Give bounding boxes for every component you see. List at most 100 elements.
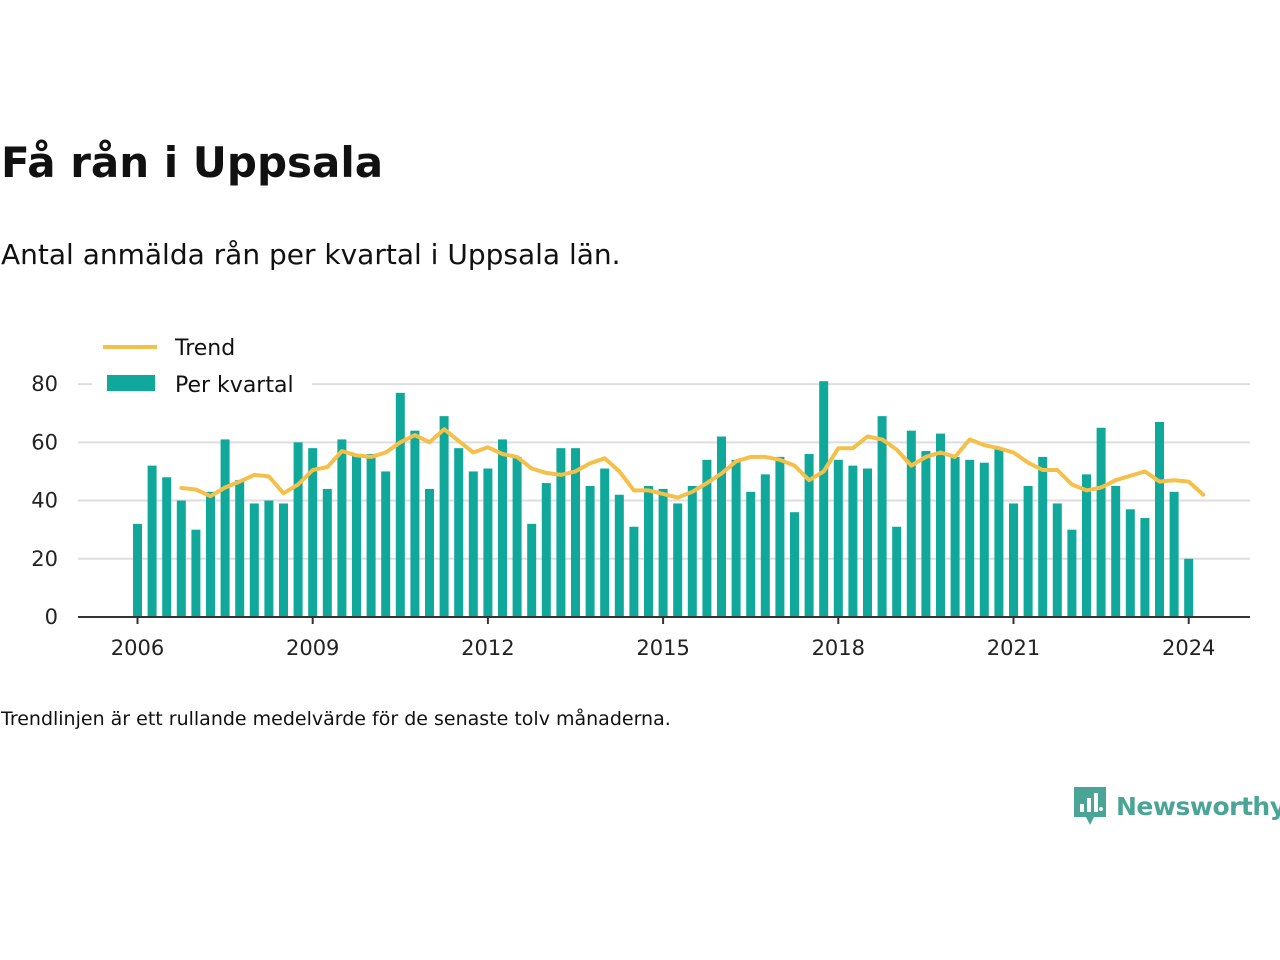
bar: [425, 488, 434, 617]
bar: [1023, 486, 1033, 617]
legend: Trend Per kvartal: [92, 328, 312, 408]
bar: [731, 459, 741, 617]
bar: [1038, 456, 1048, 617]
bar: [746, 491, 756, 617]
bar: [498, 439, 507, 617]
chart: 0 20 40 60 80 2006 2009 2012 2015 2018 2021 2024 Tr…: [31, 328, 1250, 660]
axes: 0 20 40 60 80 2006 2009 2012 2015 2018 2021 2024: [31, 372, 1250, 660]
bar: [133, 523, 142, 617]
bar: [717, 436, 726, 617]
x-tick-label: 2009: [286, 636, 339, 660]
bar: [308, 448, 318, 617]
bar: [556, 448, 566, 617]
trend-line: [179, 427, 1206, 500]
footnote: Trendlinjen är ett rullande medelvärde f…: [1, 708, 671, 730]
chart-subtitle: Antal anmälda rån per kvartal i Uppsala …: [1, 238, 621, 271]
bar: [877, 416, 887, 617]
x-tick-label: 2018: [812, 636, 865, 660]
newsworthy-brand[interactable]: Newsworthy: [1072, 784, 1280, 828]
y-tick-label: 40: [31, 489, 58, 513]
bar: [600, 468, 610, 617]
bar: [760, 474, 770, 617]
bar: [264, 500, 274, 617]
bar: [220, 439, 230, 617]
bar: [1096, 427, 1106, 617]
bar: [1067, 529, 1077, 617]
trend-line-layer: [179, 427, 1206, 500]
bar: [950, 456, 960, 617]
bar: [410, 430, 420, 617]
bar: [921, 451, 931, 617]
bars-per-kvartal: [133, 381, 1194, 617]
bar: [979, 462, 989, 617]
chart-title: Få rån i Uppsala: [1, 138, 384, 187]
bar: [1155, 421, 1164, 617]
y-tick-label: 0: [45, 605, 58, 629]
bar: [1111, 486, 1121, 617]
bar: [1009, 503, 1018, 617]
bar: [381, 471, 391, 617]
bar: [293, 442, 303, 617]
brand-name: Newsworthy: [1116, 791, 1280, 821]
bar: [1125, 509, 1135, 617]
bar: [687, 486, 697, 617]
bar: [366, 453, 376, 617]
bar: [965, 459, 975, 617]
x-tick-label: 2024: [1162, 636, 1215, 660]
bar: [176, 500, 186, 617]
bar: [644, 486, 653, 617]
bar: [571, 448, 580, 617]
bar: [833, 459, 843, 617]
bar: [1052, 503, 1062, 617]
bar: [673, 503, 683, 617]
bar: [468, 471, 478, 617]
bar: [322, 488, 332, 617]
bar: [1184, 558, 1194, 617]
bar: [906, 430, 916, 617]
legend-bar-swatch: [107, 375, 155, 391]
bar: [337, 439, 347, 617]
bar: [892, 526, 902, 617]
bar: [702, 459, 712, 617]
bar: [629, 526, 639, 617]
bar: [162, 477, 172, 617]
bar: [994, 448, 1004, 617]
x-tick-label: 2012: [461, 636, 514, 660]
x-tick-label: 2021: [987, 636, 1040, 660]
legend-bar-label: Per kvartal: [175, 373, 294, 398]
bar: [1140, 518, 1150, 617]
bar: [775, 456, 785, 617]
bar: [1082, 474, 1091, 617]
y-tick-label: 80: [31, 372, 58, 396]
bar: [848, 465, 858, 617]
bar: [512, 456, 522, 617]
y-tick-label: 60: [31, 430, 58, 454]
bar: [395, 392, 405, 617]
legend-background: [92, 328, 312, 408]
bar: [439, 416, 449, 617]
y-tick-label: 20: [31, 547, 58, 571]
bar: [147, 465, 157, 617]
bar: [790, 512, 799, 617]
bar: [279, 503, 288, 617]
bar: [1169, 491, 1179, 617]
bar: [614, 494, 624, 617]
bar: [863, 468, 872, 617]
bar: [527, 523, 537, 617]
bar: [483, 468, 493, 617]
bar: [352, 453, 361, 617]
bar: [191, 529, 201, 617]
bar: [249, 503, 259, 617]
bar: [936, 433, 945, 617]
bar: [454, 448, 464, 617]
x-tick-label: 2015: [636, 636, 689, 660]
bar: [206, 491, 215, 617]
x-tick-label: 2006: [111, 636, 164, 660]
bar: [541, 483, 551, 617]
bar: [819, 381, 829, 617]
bar: [658, 488, 668, 617]
bar: [585, 486, 595, 617]
bar: [804, 453, 814, 617]
bar: [235, 480, 245, 617]
newsworthy-logo-icon: [1074, 787, 1106, 825]
